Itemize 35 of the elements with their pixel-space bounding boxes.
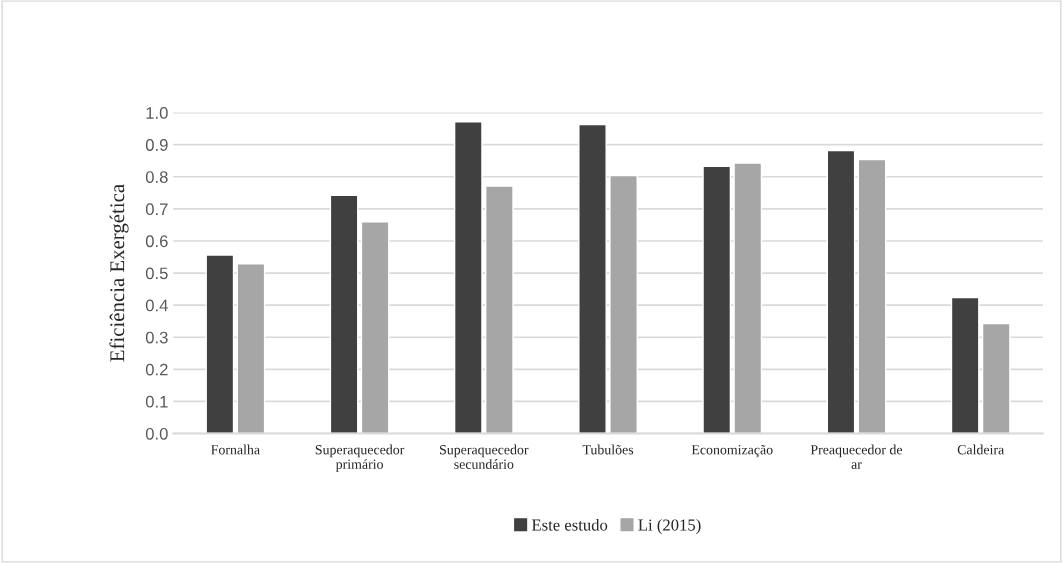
y-tick-label: 0.6: [145, 235, 168, 248]
bar: [453, 121, 483, 434]
bar: [826, 149, 856, 434]
y-tick-label: 0.8: [145, 171, 168, 183]
bar: [950, 296, 980, 434]
bar: [609, 174, 638, 434]
y-tick-label: 0.0: [145, 427, 168, 440]
y-axis-title: Eficiência Exergética: [109, 184, 129, 362]
bar: [857, 158, 887, 434]
bar: [702, 165, 732, 434]
bar: [329, 194, 359, 434]
x-tick-label: Fornalha: [211, 444, 260, 455]
y-tick-label: 0.2: [145, 363, 168, 376]
bar: [733, 162, 763, 434]
legend-label: Li (2015): [638, 518, 701, 535]
y-tick-label: 1.0: [146, 107, 168, 119]
x-tick-label: Tubulões: [582, 444, 634, 455]
x-tick-label: Superaquecedor secundário: [440, 444, 529, 469]
x-tick-label: Caldeira: [957, 444, 1005, 455]
bar: [360, 221, 390, 434]
y-tick-label: 0.3: [145, 331, 168, 344]
legend-label: Este estudo: [531, 518, 608, 531]
y-tick-label: 0.4: [145, 299, 168, 312]
y-tick-label: 0.5: [145, 267, 168, 280]
bar: [236, 263, 266, 434]
x-tick-label: Preaquecedor de ar: [810, 444, 903, 469]
bar: [484, 185, 514, 434]
y-tick-label: 0.9: [145, 139, 168, 151]
y-tick-label: 0.7: [145, 203, 168, 216]
bar: [578, 123, 607, 434]
x-tick-label: Economização: [691, 444, 773, 458]
bar: [981, 322, 1011, 434]
bar: [205, 254, 235, 434]
x-tick-label: Superaquecedor primário: [315, 444, 405, 472]
y-tick-label: 0.1: [145, 395, 168, 408]
